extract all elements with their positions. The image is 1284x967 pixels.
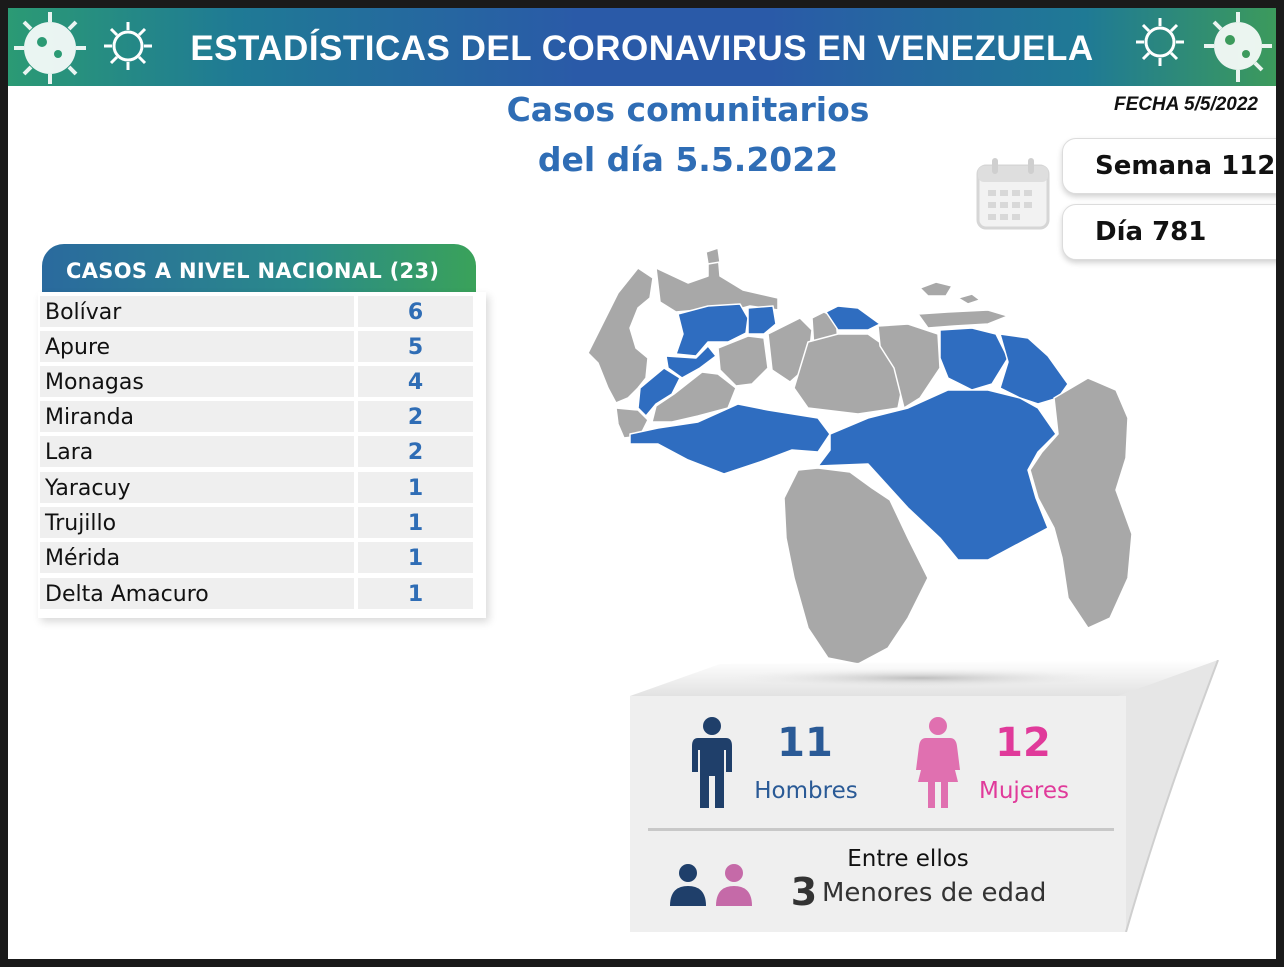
women-count: 12 xyxy=(995,720,1051,766)
map-state-barinas xyxy=(651,371,737,423)
day-badge: Día 781 xyxy=(1062,204,1276,260)
woman-icon xyxy=(916,717,960,808)
map-state-anzoategui xyxy=(877,323,941,409)
virus-icon xyxy=(104,22,152,70)
table-row: Miranda 2 xyxy=(38,401,486,432)
state-name: Bolívar xyxy=(45,300,122,325)
men-label: Hombres xyxy=(754,778,858,804)
state-cases: 1 xyxy=(407,582,424,607)
minors-label: Menores de edad xyxy=(822,878,1047,908)
state-name: Miranda xyxy=(45,405,135,430)
state-name: Apure xyxy=(45,335,111,360)
panel-divider xyxy=(648,828,1114,831)
map-state-zulia xyxy=(587,267,654,404)
cases-table: Bolívar 6 Apure 5 Monagas 4 Miranda 2 La… xyxy=(38,292,486,618)
table-row: Mérida 1 xyxy=(38,542,486,573)
map-state-trujillo xyxy=(665,345,717,379)
panel-top-shadow xyxy=(630,660,1220,696)
minors-icon xyxy=(670,864,752,906)
virus-icon xyxy=(1136,18,1184,66)
map-state-guayana xyxy=(1029,377,1133,629)
minors-intro: Entre ellos xyxy=(847,846,969,872)
map-state-sucre xyxy=(917,309,1009,329)
state-name: Yaracuy xyxy=(45,476,131,501)
infographic: ESTADÍSTICAS DEL CORONAVIRUS EN VENEZUEL… xyxy=(8,8,1276,959)
state-cases: 1 xyxy=(407,511,424,536)
state-cases: 2 xyxy=(407,440,424,465)
state-cases: 6 xyxy=(407,300,424,325)
state-cases: 1 xyxy=(407,476,424,501)
state-cases: 2 xyxy=(407,405,424,430)
virus-icon xyxy=(14,12,86,84)
demographics-panel xyxy=(630,696,1126,932)
map-state-falcon xyxy=(655,252,779,313)
header-title: ESTADÍSTICAS DEL CORONAVIRUS EN VENEZUEL… xyxy=(190,29,1094,68)
table-header-label: CASOS A NIVEL NACIONAL (23) xyxy=(66,259,440,283)
men-count: 11 xyxy=(777,720,833,766)
venezuela-map xyxy=(587,247,1133,665)
table-row: Monagas 4 xyxy=(38,366,486,397)
map-state-yaracuy xyxy=(747,305,777,335)
subtitle-line-2: del día 5.5.2022 xyxy=(537,140,839,179)
table-row: Trujillo 1 xyxy=(38,507,486,538)
map-state-lara xyxy=(675,303,749,357)
map-state-bolivar xyxy=(817,389,1057,561)
table-row: Yaracuy 1 xyxy=(38,472,486,503)
map-state-nueva-esparta xyxy=(919,281,953,297)
state-cases: 5 xyxy=(407,335,424,360)
table-header: CASOS A NIVEL NACIONAL (23) xyxy=(42,244,476,292)
state-name: Mérida xyxy=(45,546,121,571)
state-name: Trujillo xyxy=(45,511,117,536)
state-cases: 4 xyxy=(407,370,424,395)
date-label: FECHA 5/5/2022 xyxy=(1114,94,1258,115)
header-banner: ESTADÍSTICAS DEL CORONAVIRUS EN VENEZUEL… xyxy=(8,8,1276,86)
table-row: Delta Amacuro 1 xyxy=(38,578,486,609)
week-label: Semana 112 xyxy=(1095,151,1276,181)
table-row: Bolívar 6 xyxy=(38,296,486,327)
state-cases: 1 xyxy=(407,546,424,571)
women-label: Mujeres xyxy=(978,778,1070,804)
map-state-merida xyxy=(637,367,681,417)
table-row: Apure 5 xyxy=(38,331,486,362)
map-state-monagas xyxy=(939,327,1009,391)
state-name: Delta Amacuro xyxy=(45,582,209,607)
map-state-miranda xyxy=(825,305,881,331)
man-icon xyxy=(692,717,732,808)
virus-icon xyxy=(1204,12,1272,82)
table-row: Lara 2 xyxy=(38,436,486,467)
map-state-delta-amacuro xyxy=(999,333,1069,405)
week-badge: Semana 112 xyxy=(1062,138,1276,194)
panel-curl xyxy=(1118,660,1219,932)
minors-count: 3 xyxy=(790,870,818,914)
calendar-icon xyxy=(976,158,1050,230)
map-state-amazonas xyxy=(783,467,929,665)
map-state-portuguesa xyxy=(717,335,769,387)
subtitle-line-1: Casos comunitarios xyxy=(506,90,870,129)
map-island xyxy=(957,293,981,305)
map-state-apure xyxy=(629,403,831,475)
map-island xyxy=(705,247,721,265)
state-name: Monagas xyxy=(45,370,144,395)
state-name: Lara xyxy=(45,440,94,465)
day-label: Día 781 xyxy=(1095,217,1207,247)
